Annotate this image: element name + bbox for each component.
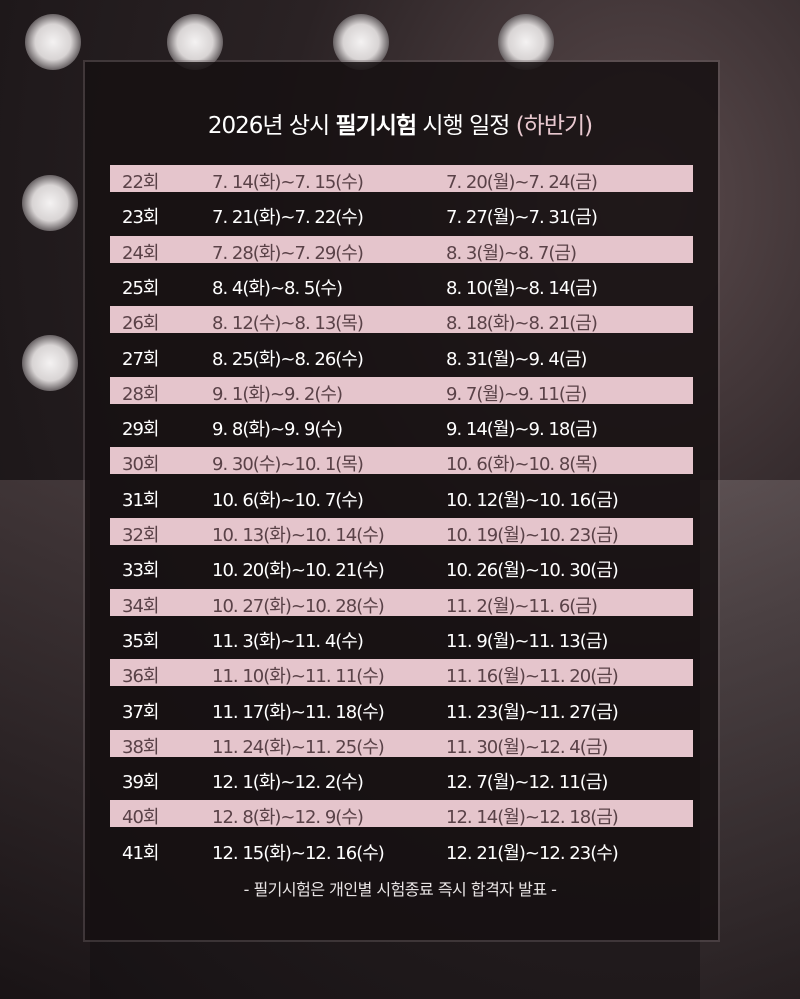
round-cell: 24회 [122, 242, 159, 264]
round-cell: 25회 [122, 277, 159, 299]
round-cell: 28회 [122, 383, 159, 405]
exam-period-cell: 11. 23(월)~11. 27(금) [446, 701, 619, 723]
registration-period-cell: 12. 8(화)~12. 9(수) [212, 807, 364, 829]
exam-period-cell: 10. 26(월)~10. 30(금) [446, 560, 619, 582]
table-row: 24회 7. 28(화)~7. 29(수) 8. 3(월)~8. 7(금) [110, 235, 693, 264]
table-row: 40회 12. 8(화)~12. 9(수) 12. 14(월)~12. 18(금) [110, 800, 693, 829]
table-row: 28회 9. 1(화)~9. 2(수) 9. 7(월)~9. 11(금) [110, 376, 693, 405]
table-row: 33회 10. 20(화)~10. 21(수) 10. 26(월)~10. 30(금… [110, 553, 693, 582]
table-row: 32회 10. 13(화)~10. 14(수) 10. 19(월)~10. 23(금… [110, 518, 693, 546]
exam-period-cell: 11. 16(월)~11. 20(금) [446, 666, 619, 688]
round-cell: 32회 [122, 525, 159, 546]
table-row: 41회 12. 15(화)~12. 16(수) 12. 21(월)~12. 23(수… [110, 836, 693, 864]
table-row: 22회 7. 14(화)~7. 15(수) 7. 20(월)~7. 24(금) [110, 165, 693, 193]
round-cell: 36회 [122, 666, 159, 688]
round-cell: 27회 [122, 348, 159, 370]
registration-period-cell: 12. 1(화)~12. 2(수) [212, 772, 364, 794]
table-row: 25회 8. 4(화)~8. 5(수) 8. 10(월)~8. 14(금) [110, 271, 693, 299]
table-row: 30회 9. 30(수)~10. 1(목) 10. 6(화)~10. 8(목) [110, 447, 693, 476]
round-cell: 22회 [122, 172, 159, 193]
exam-period-cell: 8. 3(월)~8. 7(금) [446, 242, 577, 264]
exam-period-cell: 8. 18(화)~8. 21(금) [446, 313, 598, 335]
table-row: 31회 10. 6(화)~10. 7(수) 10. 12(월)~10. 16(금) [110, 483, 693, 511]
footnote: - 필기시험은 개인별 시험종료 즉시 합격자 발표 - [243, 880, 557, 899]
exam-period-cell: 10. 6(화)~10. 8(목) [446, 454, 598, 476]
exam-period-cell: 11. 2(월)~11. 6(금) [446, 595, 598, 617]
table-row: 35회 11. 3(화)~11. 4(수) 11. 9(월)~11. 13(금) [110, 624, 693, 652]
registration-period-cell: 8. 4(화)~8. 5(수) [212, 277, 343, 299]
registration-period-cell: 11. 17(화)~11. 18(수) [212, 701, 385, 723]
registration-period-cell: 9. 1(화)~9. 2(수) [212, 383, 343, 405]
registration-period-cell: 9. 8(화)~9. 9(수) [212, 419, 343, 441]
table-row: 29회 9. 8(화)~9. 9(수) 9. 14(월)~9. 18(금) [110, 412, 693, 441]
exam-period-cell: 11. 9(월)~11. 13(금) [446, 630, 608, 652]
exam-period-cell: 7. 27(월)~7. 31(금) [446, 207, 598, 229]
schedule-panel [85, 62, 718, 940]
mirror-bulb [22, 335, 78, 391]
round-cell: 34회 [122, 595, 159, 617]
registration-period-cell: 11. 10(화)~11. 11(수) [212, 666, 385, 688]
round-cell: 37회 [122, 701, 159, 723]
round-cell: 41회 [122, 842, 159, 864]
registration-period-cell: 7. 14(화)~7. 15(수) [212, 172, 364, 193]
round-cell: 39회 [122, 772, 159, 794]
exam-period-cell: 12. 21(월)~12. 23(수) [446, 842, 619, 864]
exam-period-cell: 8. 10(월)~8. 14(금) [446, 277, 598, 299]
registration-period-cell: 10. 20(화)~10. 21(수) [212, 560, 385, 582]
registration-period-cell: 11. 24(화)~11. 25(수) [212, 736, 385, 758]
table-row: 26회 8. 12(수)~8. 13(목) 8. 18(화)~8. 21(금) [110, 306, 693, 335]
registration-period-cell: 11. 3(화)~11. 4(수) [212, 630, 364, 652]
mirror-bulb [22, 175, 78, 231]
table-row: 36회 11. 10(화)~11. 11(수) 11. 16(월)~11. 20(금… [110, 659, 693, 688]
registration-period-cell: 8. 12(수)~8. 13(목) [212, 313, 364, 335]
exam-period-cell: 10. 12(월)~10. 16(금) [446, 489, 619, 511]
exam-period-cell: 11. 30(월)~12. 4(금) [446, 736, 608, 758]
exam-period-cell: 10. 19(월)~10. 23(금) [446, 525, 619, 546]
round-cell: 35회 [122, 630, 159, 652]
page-title: 2026년 상시 필기시험 시행 일정 (하반기) [207, 113, 593, 139]
registration-period-cell: 8. 25(화)~8. 26(수) [212, 348, 364, 370]
table-row: 37회 11. 17(화)~11. 18(수) 11. 23(월)~11. 27(금… [110, 695, 693, 723]
registration-period-cell: 12. 15(화)~12. 16(수) [212, 842, 385, 864]
round-cell: 29회 [122, 419, 159, 441]
mirror-bulb [167, 14, 223, 70]
exam-period-cell: 12. 7(월)~12. 11(금) [446, 772, 608, 794]
round-cell: 23회 [122, 207, 159, 229]
table-row: 27회 8. 25(화)~8. 26(수) 8. 31(월)~9. 4(금) [110, 342, 693, 370]
exam-period-cell: 8. 31(월)~9. 4(금) [446, 348, 587, 370]
registration-period-cell: 10. 13(화)~10. 14(수) [212, 525, 385, 546]
round-cell: 31회 [122, 489, 159, 511]
mirror-bulb [25, 14, 81, 70]
makeup-background [0, 480, 90, 999]
round-cell: 26회 [122, 313, 159, 335]
registration-period-cell: 10. 6(화)~10. 7(수) [212, 489, 364, 511]
registration-period-cell: 10. 27(화)~10. 28(수) [212, 595, 385, 617]
registration-period-cell: 7. 21(화)~7. 22(수) [212, 207, 364, 229]
round-cell: 40회 [122, 807, 159, 829]
table-row: 34회 10. 27(화)~10. 28(수) 11. 2(월)~11. 6(금) [110, 588, 693, 617]
table-row: 38회 11. 24(화)~11. 25(수) 11. 30(월)~12. 4(금) [110, 729, 693, 758]
round-cell: 33회 [122, 560, 159, 582]
table-row: 23회 7. 21(화)~7. 22(수) 7. 27(월)~7. 31(금) [110, 200, 693, 229]
round-cell: 38회 [122, 736, 159, 758]
exam-period-cell: 9. 7(월)~9. 11(금) [446, 383, 587, 405]
exam-period-cell: 7. 20(월)~7. 24(금) [446, 172, 598, 193]
registration-period-cell: 9. 30(수)~10. 1(목) [212, 454, 364, 476]
table-row: 39회 12. 1(화)~12. 2(수) 12. 7(월)~12. 11(금) [110, 765, 693, 794]
exam-period-cell: 12. 14(월)~12. 18(금) [446, 807, 619, 829]
exam-period-cell: 9. 14(월)~9. 18(금) [446, 419, 598, 441]
round-cell: 30회 [122, 454, 159, 476]
registration-period-cell: 7. 28(화)~7. 29(수) [212, 242, 364, 264]
mirror-bulb [333, 14, 389, 70]
mirror-bulb [498, 14, 554, 70]
